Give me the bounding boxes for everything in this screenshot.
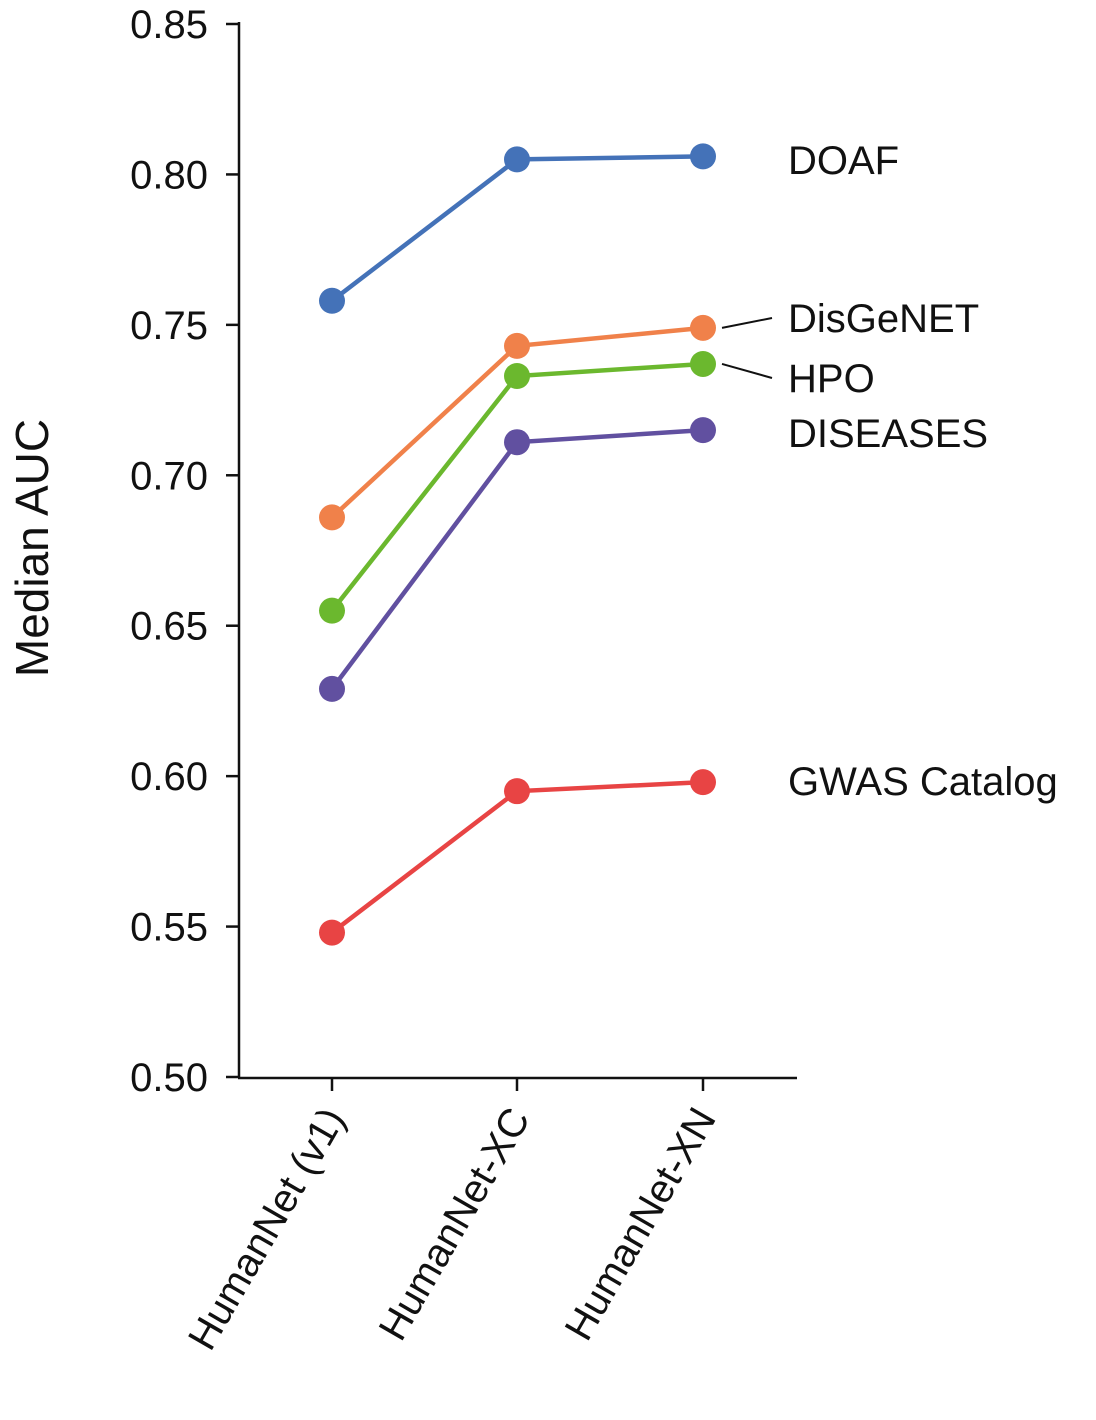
data-point (319, 287, 345, 314)
y-tick-label: 0.55 (130, 906, 208, 950)
series-line (330, 427, 704, 691)
data-point (319, 504, 345, 531)
series-label: GWAS Catalog (788, 760, 1058, 804)
leader-line (721, 363, 773, 379)
series-label: HPO (788, 357, 875, 401)
x-tick-label: HumanNet (v1) (180, 1101, 354, 1358)
x-tick-label: HumanNet-XC (371, 1101, 539, 1348)
leader-line (721, 317, 773, 329)
axes (237, 22, 797, 1080)
series-line (330, 779, 704, 935)
series-label: DOAF (788, 139, 899, 183)
y-tick-label: 0.85 (130, 3, 208, 47)
series-label: DisGeNET (788, 297, 979, 341)
data-point (690, 350, 716, 377)
data-point (319, 675, 345, 702)
y-tick-label: 0.80 (130, 153, 208, 197)
series-line (330, 154, 704, 303)
y-tick-label: 0.70 (130, 454, 208, 498)
data-point (690, 417, 716, 444)
y-tick-label: 0.65 (130, 605, 208, 649)
data-point (690, 314, 716, 341)
series-label: DISEASES (788, 412, 988, 456)
series-line (330, 361, 704, 613)
data-point (319, 919, 345, 946)
data-point (504, 332, 530, 359)
data-point (690, 143, 716, 170)
data-point (504, 363, 530, 390)
y-tick-label: 0.50 (130, 1056, 208, 1100)
y-tick-label: 0.60 (130, 755, 208, 799)
x-tick-label: HumanNet-XN (557, 1101, 725, 1348)
y-axis-title: Median AUC (6, 419, 58, 677)
y-tick-label: 0.75 (130, 304, 208, 348)
data-point (504, 778, 530, 805)
data-point (504, 146, 530, 173)
data-point (690, 769, 716, 796)
data-point (319, 597, 345, 624)
data-point (504, 429, 530, 456)
